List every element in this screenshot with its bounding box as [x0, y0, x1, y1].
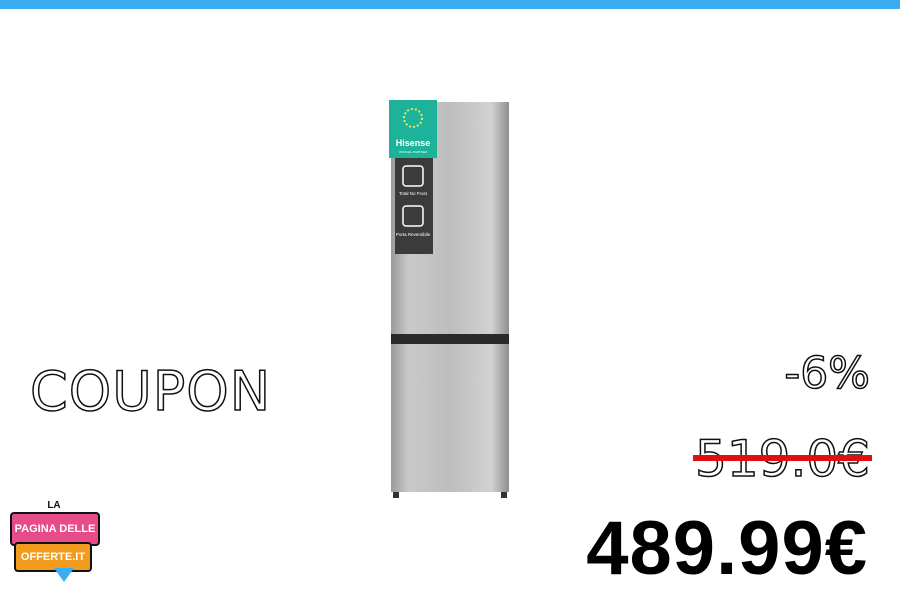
fridge-handle-gap — [391, 334, 509, 344]
feature-no-frost-label: Total No Frost — [399, 191, 428, 196]
fridge-lower-door — [391, 344, 509, 492]
logo-line-2: OFFERTE.IT — [14, 542, 92, 572]
fridge-foot-right — [501, 492, 507, 498]
discount-percentage: -6% — [784, 348, 870, 399]
top-accent-bar — [0, 0, 900, 9]
new-price: 489.99€ — [586, 505, 868, 592]
fridge-product-image: Hisense OFFICIAL PARTNER Total No Frost … — [385, 98, 515, 500]
logo-line-1: PAGINA DELLE — [10, 512, 100, 546]
logo-speech-bubble-icon — [54, 568, 74, 582]
feature-reversible-label: Porta Reversibile — [396, 232, 431, 237]
site-logo[interactable]: LA PAGINA DELLE OFFERTE.IT — [8, 500, 100, 596]
logo-top-text: LA — [47, 500, 60, 511]
price-strikethrough — [693, 455, 872, 461]
brand-badge-subtitle: OFFICIAL PARTNER — [399, 150, 428, 154]
fridge-foot-left — [393, 492, 399, 498]
brand-badge-text: Hisense — [396, 138, 431, 148]
coupon-label: COUPON — [30, 360, 271, 423]
old-price-container: 519.0€ — [695, 430, 870, 488]
